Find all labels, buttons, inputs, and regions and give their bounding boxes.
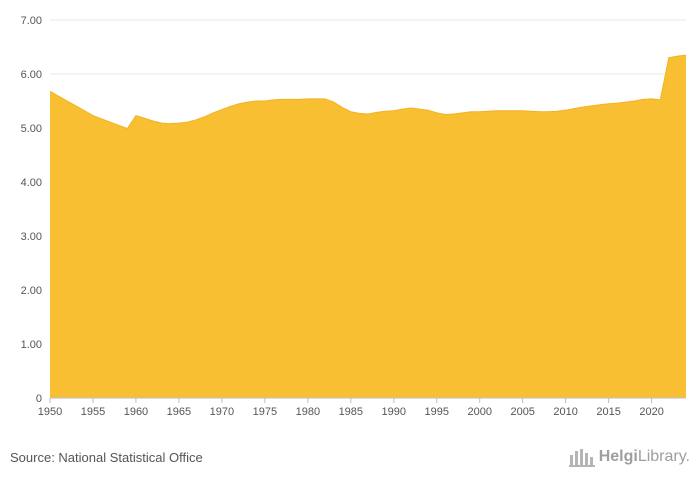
y-tick-label: 0 xyxy=(36,393,42,405)
brand-name-suffix: . xyxy=(685,448,690,465)
x-tick-label: 1995 xyxy=(425,406,449,418)
x-tick-label: 1960 xyxy=(124,406,148,418)
area-chart: 0 1.00 2.00 3.00 4.00 5.00 6.00 7.00 1950 1955 196… xyxy=(21,15,687,418)
y-tick-label: 6.00 xyxy=(21,69,42,81)
x-tick-label: 1950 xyxy=(38,406,62,418)
x-tick-label: 2020 xyxy=(639,406,663,418)
x-tick-label: 2005 xyxy=(510,406,534,418)
x-tick-label: 1975 xyxy=(253,406,277,418)
source-note: Source: National Statistical Office xyxy=(10,450,203,465)
x-tick-label: 2015 xyxy=(596,406,620,418)
x-tick-label: 1970 xyxy=(210,406,234,418)
area-layer xyxy=(49,54,687,398)
x-tick-label: 1990 xyxy=(382,406,406,418)
y-tick-label: 5.00 xyxy=(21,123,42,135)
x-tick-label: 1965 xyxy=(167,406,191,418)
y-tick-label: 7.00 xyxy=(21,15,42,27)
x-tick-label: 2000 xyxy=(467,406,491,418)
x-tick-label: 1955 xyxy=(81,406,105,418)
x-tick-label: 1980 xyxy=(296,406,320,418)
y-tick-label: 2.00 xyxy=(21,285,42,297)
brand-logo: HelgiLibrary. xyxy=(568,447,690,467)
area-series-line xyxy=(49,54,687,130)
brand-name-part1: Helgi xyxy=(598,448,638,465)
y-tick-label: 4.00 xyxy=(21,177,42,189)
helgi-logo-icon xyxy=(568,449,595,467)
axis-layer xyxy=(49,397,686,403)
x-tick-label: 2010 xyxy=(553,406,577,418)
brand-name-part2: Library xyxy=(637,448,686,465)
x-tick-label: 1985 xyxy=(339,406,363,418)
y-tick-label: 1.00 xyxy=(21,339,42,351)
area-series xyxy=(50,55,686,398)
y-tick-label: 3.00 xyxy=(21,231,42,243)
label-layer: 0 1.00 2.00 3.00 4.00 5.00 6.00 7.00 1950 1955 196… xyxy=(21,15,664,418)
